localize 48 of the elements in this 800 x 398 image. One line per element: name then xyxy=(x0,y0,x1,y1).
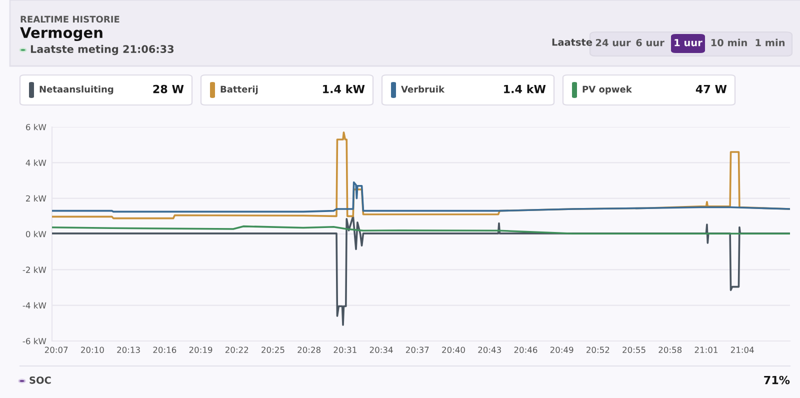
x-tick-label: 21:01 xyxy=(694,346,718,354)
x-tick-label: 20:25 xyxy=(262,346,284,354)
text: 47 W xyxy=(696,84,727,94)
x-tick-label: 20:07 xyxy=(44,346,68,354)
x-tick-label: 20:46 xyxy=(514,346,538,354)
y-tick-label: 6 kW xyxy=(26,124,46,130)
legend-label: PV opwek xyxy=(582,86,632,94)
text: 28 W xyxy=(153,84,184,94)
x-tick-label: 20:16 xyxy=(153,346,176,354)
text: Laatste xyxy=(552,38,592,46)
x-tick-label: 20:49 xyxy=(550,346,574,354)
y-tick-label: -2 kW xyxy=(22,266,46,273)
x-tick-label: 20:34 xyxy=(370,346,393,354)
x-tick-label: 20:40 xyxy=(442,346,465,354)
x-tick-label: 20:43 xyxy=(478,346,501,354)
y-tick-label: -4 kW xyxy=(22,302,46,308)
legend-label: Netaansluiting xyxy=(40,86,114,94)
text: 1 uur xyxy=(674,39,702,46)
text: 24 uur xyxy=(596,38,631,46)
text: 71% xyxy=(764,376,790,384)
legend-label: Batterij xyxy=(220,86,258,94)
x-tick-label: 20:19 xyxy=(189,346,212,354)
x-tick-label: 20:55 xyxy=(622,346,646,354)
text: 6 uur xyxy=(636,38,664,46)
y-tick-label: 4 kW xyxy=(26,160,46,166)
line-series xyxy=(52,181,790,213)
x-tick-label: 20:22 xyxy=(225,346,248,354)
text: SOC xyxy=(30,376,51,384)
x-tick-label: 20:37 xyxy=(406,346,429,354)
text: 1.4 kW xyxy=(323,84,365,94)
y-tick-label: 0 kW xyxy=(26,230,46,238)
text: 1 min xyxy=(756,38,785,46)
text: 1.4 kW xyxy=(504,84,546,94)
line-series xyxy=(52,225,790,235)
x-tick-label: 20:31 xyxy=(334,346,356,354)
x-tick-label: 20:58 xyxy=(658,346,682,354)
x-tick-label: 20:28 xyxy=(298,346,321,354)
x-tick-label: 20:52 xyxy=(586,346,610,354)
x-tick-label: 21:04 xyxy=(730,346,754,354)
y-tick-label: -6 kW xyxy=(22,338,46,344)
text: REALTIME HISTORIE xyxy=(20,16,120,23)
chart-title: Vermogen xyxy=(20,27,102,42)
text: 10 min xyxy=(711,38,747,46)
text: Laatste meting 21:06:33 xyxy=(30,44,174,56)
y-tick-label: 2 kW xyxy=(26,195,46,202)
legend-label: Verbruik xyxy=(401,86,445,93)
x-tick-label: 20:13 xyxy=(117,346,140,354)
x-tick-label: 20:10 xyxy=(81,346,104,354)
